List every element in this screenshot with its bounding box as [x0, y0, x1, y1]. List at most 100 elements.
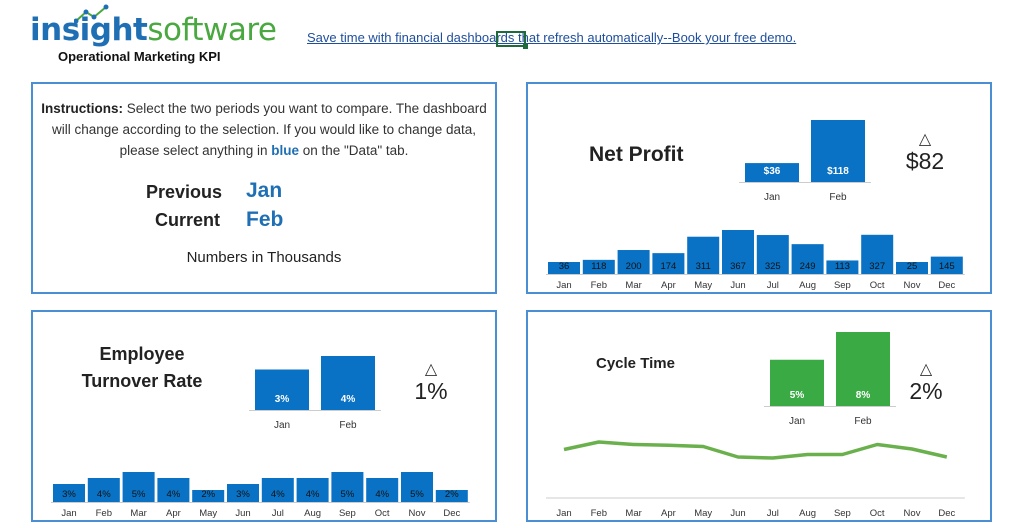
- net-profit-trend-bar: [756, 235, 789, 274]
- employee-turnover-trend-value-label: 5%: [341, 489, 355, 500]
- cycle-time-compare-bar: [770, 359, 824, 406]
- employee-turnover-trend-bar: [261, 478, 294, 502]
- cycle-time-trend-category-label: Jul: [767, 508, 779, 519]
- dashboard-subtitle: Operational Marketing KPI: [58, 49, 221, 64]
- instructions-lead: Instructions:: [41, 101, 124, 116]
- current-label: Current: [155, 210, 221, 230]
- employee-turnover-trend-category-label: Nov: [409, 508, 426, 519]
- net-profit-trend-value-label: 311: [696, 261, 711, 272]
- cycle-time-trend-line: [563, 440, 948, 460]
- cycle-time-compare-value-label: 5%: [790, 390, 805, 401]
- net-profit-trend-category-label: Sep: [834, 280, 851, 291]
- employee-turnover-trend-bar: [53, 484, 85, 502]
- employee-turnover-title-line1: Employee: [99, 344, 185, 364]
- instructions-text: Instructions: Select the two periods you…: [41, 98, 487, 161]
- cycle-time-trend-category-label: Feb: [591, 508, 607, 519]
- cycle-time-trend-category-label: Nov: [904, 508, 921, 519]
- previous-period-selector[interactable]: Jan: [246, 179, 283, 202]
- net-profit-trend-value-label: 118: [591, 261, 606, 272]
- net-profit-trend-bar: [722, 230, 754, 274]
- employee-turnover-trend-bar: [401, 472, 433, 502]
- employee-turnover-trend-bar: [122, 472, 155, 502]
- cycle-time-compare-chart: 5% Jan 8% Feb: [764, 332, 896, 427]
- employee-turnover-trend-value-label: 2%: [445, 489, 459, 500]
- net-profit-trend-category-label: Dec: [938, 280, 955, 291]
- employee-turnover-delta-value: 1%: [414, 378, 448, 404]
- net-profit-trend-bar: [652, 253, 685, 274]
- net-profit-trend-bar: [687, 236, 720, 274]
- instructions-body-2: on the "Data" tab.: [298, 143, 409, 158]
- cycle-time-trend-category-label: Sep: [834, 508, 851, 519]
- employee-turnover-title-line2: Turnover Rate: [81, 371, 203, 391]
- cycle-time-trend-category-label: May: [694, 508, 712, 519]
- book-demo-link[interactable]: Save time with financial dashboards that…: [307, 30, 797, 45]
- employee-turnover-trend-value-label: 3%: [236, 489, 250, 500]
- net-profit-title: Net Profit: [589, 143, 684, 166]
- net-profit-trend-value-label: 145: [939, 261, 955, 272]
- net-profit-trend-value-label: 367: [730, 261, 746, 272]
- net-profit-compare-bar: [745, 163, 799, 182]
- employee-turnover-compare-value-label: 3%: [275, 394, 290, 405]
- employee-turnover-trend-value-label: 5%: [410, 489, 424, 500]
- employee-turnover-trend-value-label: 3%: [62, 489, 76, 500]
- cycle-time-trend-chart: Jan Feb Mar Apr May Jun Jul Aug Sep Oct Nov Dec: [546, 440, 965, 519]
- net-profit-trend-value-label: 113: [835, 261, 850, 272]
- current-period-selector[interactable]: Feb: [246, 208, 284, 231]
- employee-turnover-trend-category-label: May: [199, 508, 217, 519]
- net-profit-trend-value-label: 36: [559, 261, 570, 272]
- cycle-time-trend-category-label: Jan: [556, 508, 571, 519]
- triangle-delta-icon: △: [919, 361, 933, 378]
- cycle-time-compare-bar: [836, 332, 890, 406]
- logo-chart-icon: [74, 4, 109, 24]
- employee-turnover-compare-bar: [321, 356, 375, 410]
- employee-turnover-trend-chart: 3% Jan 4% Feb 5% Mar 4% Apr 2% May 3% Jun 4% Jul 4% Aug…: [51, 472, 470, 519]
- employee-turnover-trend-category-label: Oct: [375, 508, 390, 519]
- employee-turnover-trend-category-label: Feb: [96, 508, 112, 519]
- net-profit-trend-category-label: Nov: [904, 280, 921, 291]
- instructions-panel: Instructions: Select the two periods you…: [31, 82, 497, 294]
- net-profit-trend-bar: [930, 256, 963, 274]
- cycle-time-trend-category-label: Dec: [938, 508, 955, 519]
- net-profit-trend-category-label: Feb: [591, 280, 607, 291]
- insightsoftware-logo: insightsoftware: [30, 4, 277, 66]
- employee-turnover-trend-bar: [157, 478, 190, 502]
- cycle-time-trend-category-label: Aug: [799, 508, 816, 519]
- instructions-highlight: blue: [271, 143, 299, 158]
- triangle-delta-icon: △: [424, 361, 438, 378]
- net-profit-trend-category-label: Jun: [730, 280, 745, 291]
- instructions-body-1: Select the two periods you want to compa…: [51, 101, 487, 158]
- net-profit-trend-category-label: Oct: [870, 280, 885, 291]
- net-profit-trend-category-label: Jul: [767, 280, 779, 291]
- numbers-in-thousands-note: Numbers in Thousands: [186, 249, 342, 266]
- cycle-time-trend-category-label: Apr: [661, 508, 676, 519]
- cycle-time-trend-category-label: Jun: [730, 508, 745, 519]
- net-profit-trend-chart: 36 Jan 118 Feb 200 Mar 174 Apr 311 May 367 Jun 325 Ju…: [546, 230, 965, 291]
- employee-turnover-trend-bar: [435, 490, 468, 502]
- net-profit-trend-value-label: 174: [660, 261, 676, 272]
- cycle-time-trend-category-label: Oct: [870, 508, 885, 519]
- employee-turnover-trend-category-label: Mar: [130, 508, 146, 519]
- net-profit-compare-chart: $36 Jan $118 Feb: [739, 120, 871, 203]
- cycle-time-delta-value: 2%: [909, 378, 943, 404]
- net-profit-trend-bar: [896, 262, 928, 274]
- net-profit-delta-value: $82: [905, 148, 945, 174]
- employee-turnover-delta: △ 1%: [396, 362, 466, 405]
- logo-software-text: software: [147, 12, 277, 48]
- employee-turnover-trend-bar: [87, 478, 120, 502]
- employee-turnover-trend-bar: [366, 478, 399, 502]
- net-profit-trend-value-label: 25: [907, 261, 918, 272]
- employee-turnover-trend-bar: [296, 478, 329, 502]
- employee-turnover-trend-category-label: Dec: [443, 508, 460, 519]
- cycle-time-compare-category-label: Jan: [789, 416, 805, 427]
- employee-turnover-trend-value-label: 4%: [375, 489, 389, 500]
- net-profit-trend-bar: [548, 262, 580, 274]
- employee-turnover-trend-bar: [227, 484, 259, 502]
- triangle-delta-icon: △: [918, 131, 932, 148]
- previous-label: Previous: [146, 182, 223, 202]
- employee-turnover-trend-value-label: 4%: [306, 489, 320, 500]
- employee-turnover-trend-category-label: Jul: [272, 508, 284, 519]
- net-profit-compare-value-label: $118: [827, 166, 849, 177]
- cycle-time-compare-category-label: Feb: [854, 416, 872, 427]
- cycle-time-delta: △ 2%: [891, 362, 961, 405]
- employee-turnover-trend-category-label: Jan: [61, 508, 76, 519]
